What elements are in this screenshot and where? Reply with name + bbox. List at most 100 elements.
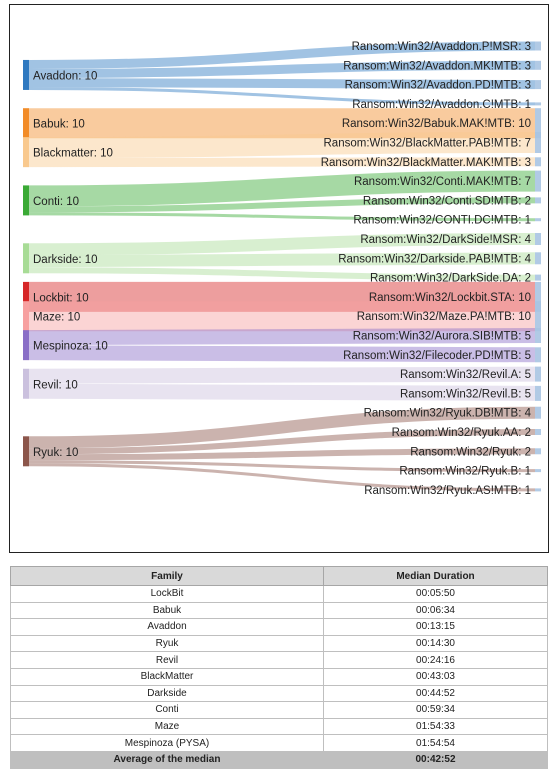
source-label: Babuk: 10 bbox=[33, 119, 85, 131]
source-label: Lockbit: 10 bbox=[33, 292, 89, 304]
source-label: Blackmatter: 10 bbox=[33, 148, 113, 160]
median-duration-cell: 00:59:34 bbox=[323, 701, 548, 719]
target-node bbox=[535, 80, 541, 90]
table-row: LockBit 00:05:50 bbox=[10, 585, 548, 603]
sankey-link bbox=[28, 383, 536, 401]
sankey-group: Ransom:Win32/Revil.A: 5 Ransom:Win32/Revi… bbox=[23, 366, 541, 401]
family-cell: LockBit bbox=[10, 585, 324, 603]
target-label: Ransom:Win32/Avaddon.C!MTB: 1 bbox=[352, 99, 531, 111]
source-label: Avaddon: 10 bbox=[33, 70, 97, 82]
target-node bbox=[535, 406, 541, 419]
target-label: Ransom:Win32/BlackMatter.MAK!MTB: 3 bbox=[321, 157, 531, 169]
table-row: Babuk 00:06:34 bbox=[10, 601, 548, 620]
target-label: Ransom:Win32/Ryuk.AS!MTB: 1 bbox=[364, 485, 531, 497]
target-label: Ransom:Win32/DarkSide!MSR: 4 bbox=[360, 234, 531, 246]
sankey-group: Ransom:Win32/Lockbit.STA: 10 Lockbit: 10 bbox=[23, 281, 541, 312]
sankey-link bbox=[28, 60, 536, 78]
source-label: Revil: 10 bbox=[33, 379, 78, 391]
target-label: Ransom:Win32/Conti.MAK!MTB: 7 bbox=[354, 176, 531, 188]
sankey-link bbox=[28, 233, 536, 256]
target-label: Ransom:Win32/Revil.B: 5 bbox=[400, 388, 531, 400]
target-label: Ransom:Win32/Filecoder.PD!MTB: 5 bbox=[343, 350, 531, 362]
target-node bbox=[535, 60, 541, 70]
target-label: Ransom:Win32/Revil.A: 5 bbox=[400, 369, 531, 381]
median-duration-table: Family Median Duration LockBit 00:05:50 Ba… bbox=[10, 566, 548, 769]
source-node bbox=[23, 330, 29, 361]
target-node bbox=[535, 274, 541, 281]
target-node bbox=[535, 385, 541, 401]
sankey-link bbox=[28, 366, 536, 384]
sankey-link bbox=[28, 197, 536, 213]
median-duration-cell: 00:44:52 bbox=[323, 684, 548, 703]
target-node bbox=[535, 488, 541, 492]
table-row: Revil 00:24:16 bbox=[10, 651, 548, 669]
sankey-group: Ransom:Win32/BlackMatter.PAB!MTB: 7 Ranso… bbox=[23, 132, 541, 169]
family-cell: Mespinoza (PYSA) bbox=[10, 734, 324, 752]
median-duration-cell: 01:54:54 bbox=[323, 734, 548, 752]
target-label: Ransom:Win32/Ryuk: 2 bbox=[410, 446, 531, 458]
sankey-chart: Ransom:Win32/Avaddon.P!MSR: 3 Ransom:Win3… bbox=[23, 41, 541, 497]
source-node bbox=[23, 243, 29, 274]
sankey-link bbox=[28, 406, 536, 449]
target-node bbox=[535, 41, 541, 51]
table-row: Avaddon 00:13:15 bbox=[10, 618, 548, 636]
target-node bbox=[535, 429, 541, 435]
median-duration-cell: 00:43:03 bbox=[323, 667, 548, 686]
column-header-median-duration: Median Duration bbox=[323, 566, 548, 586]
target-label: Ransom:Win32/BlackMatter.PAB!MTB: 7 bbox=[324, 138, 532, 150]
source-label: Mespinoza: 10 bbox=[33, 341, 108, 353]
sankey-link bbox=[28, 448, 536, 461]
source-label: Conti: 10 bbox=[33, 196, 79, 208]
target-node bbox=[535, 157, 541, 167]
sankey-link bbox=[28, 170, 536, 207]
family-cell: Revil bbox=[10, 651, 324, 669]
target-label: Ransom:Win32/Avaddon.P!MSR: 3 bbox=[352, 41, 531, 53]
source-label: Maze: 10 bbox=[33, 312, 80, 324]
median-duration-cell: 00:13:15 bbox=[323, 618, 548, 636]
table-row: Maze 01:54:33 bbox=[10, 717, 548, 736]
target-node bbox=[535, 448, 541, 455]
sankey-link bbox=[28, 86, 536, 106]
table-row: Mespinoza (PYSA) 01:54:54 bbox=[10, 734, 548, 752]
source-node bbox=[23, 108, 29, 139]
source-node bbox=[23, 436, 29, 467]
target-node bbox=[535, 218, 541, 222]
family-cell: Ryuk bbox=[10, 634, 324, 653]
median-duration-cell: 00:06:34 bbox=[323, 601, 548, 620]
median-duration-cell: 01:54:33 bbox=[323, 717, 548, 736]
family-cell: Babuk bbox=[10, 601, 324, 620]
sankey-link bbox=[28, 252, 536, 268]
family-cell: BlackMatter bbox=[10, 667, 324, 686]
table-header-row: Family Median Duration bbox=[10, 566, 548, 586]
table-body: LockBit 00:05:50 Babuk 00:06:34 Avaddon 00:13… bbox=[10, 585, 548, 769]
target-label: Ransom:Win32/Ryuk.B: 1 bbox=[399, 466, 531, 478]
source-label: Ryuk: 10 bbox=[33, 447, 78, 459]
target-label: Ransom:Win32/DarkSide.DA: 2 bbox=[370, 273, 531, 285]
table-row: Ryuk 00:14:30 bbox=[10, 634, 548, 653]
sankey-link bbox=[28, 132, 536, 159]
table-row: BlackMatter 00:43:03 bbox=[10, 667, 548, 686]
sankey-link bbox=[28, 345, 536, 363]
average-label-cell: Average of the median bbox=[10, 750, 324, 769]
family-cell: Conti bbox=[10, 701, 324, 719]
sankey-link bbox=[28, 463, 536, 492]
sankey-link bbox=[28, 157, 536, 168]
target-label: Ransom:Win32/Maze.PA!MTB: 10 bbox=[357, 311, 531, 323]
target-label: Ransom:Win32/Avaddon.MK!MTB: 3 bbox=[343, 60, 531, 72]
target-node bbox=[535, 347, 541, 363]
target-node bbox=[535, 469, 541, 473]
sankey-group: Ransom:Win32/Maze.PA!MTB: 10 Maze: 10 bbox=[23, 301, 541, 332]
sankey-group: Ransom:Win32/Babuk.MAK!MTB: 10 Babuk: 10 bbox=[23, 108, 541, 139]
median-duration-cell: 00:14:30 bbox=[323, 634, 548, 653]
sankey-link bbox=[28, 460, 536, 473]
table-row: Conti 00:59:34 bbox=[10, 701, 548, 719]
target-label: Ransom:Win32/Darkside.PAB!MTB: 4 bbox=[338, 253, 531, 265]
sankey-group: Ransom:Win32/Aurora.SIB!MTB: 5 Ransom:Win… bbox=[23, 328, 541, 363]
target-label: Ransom:Win32/Ryuk.DB!MTB: 4 bbox=[364, 408, 532, 420]
source-node bbox=[23, 137, 29, 168]
median-duration-cell: 00:05:50 bbox=[323, 585, 548, 603]
average-row: Average of the median 00:42:52 bbox=[10, 750, 548, 769]
source-node bbox=[23, 59, 29, 90]
column-header-family: Family bbox=[10, 566, 324, 586]
sankey-link bbox=[28, 267, 536, 281]
